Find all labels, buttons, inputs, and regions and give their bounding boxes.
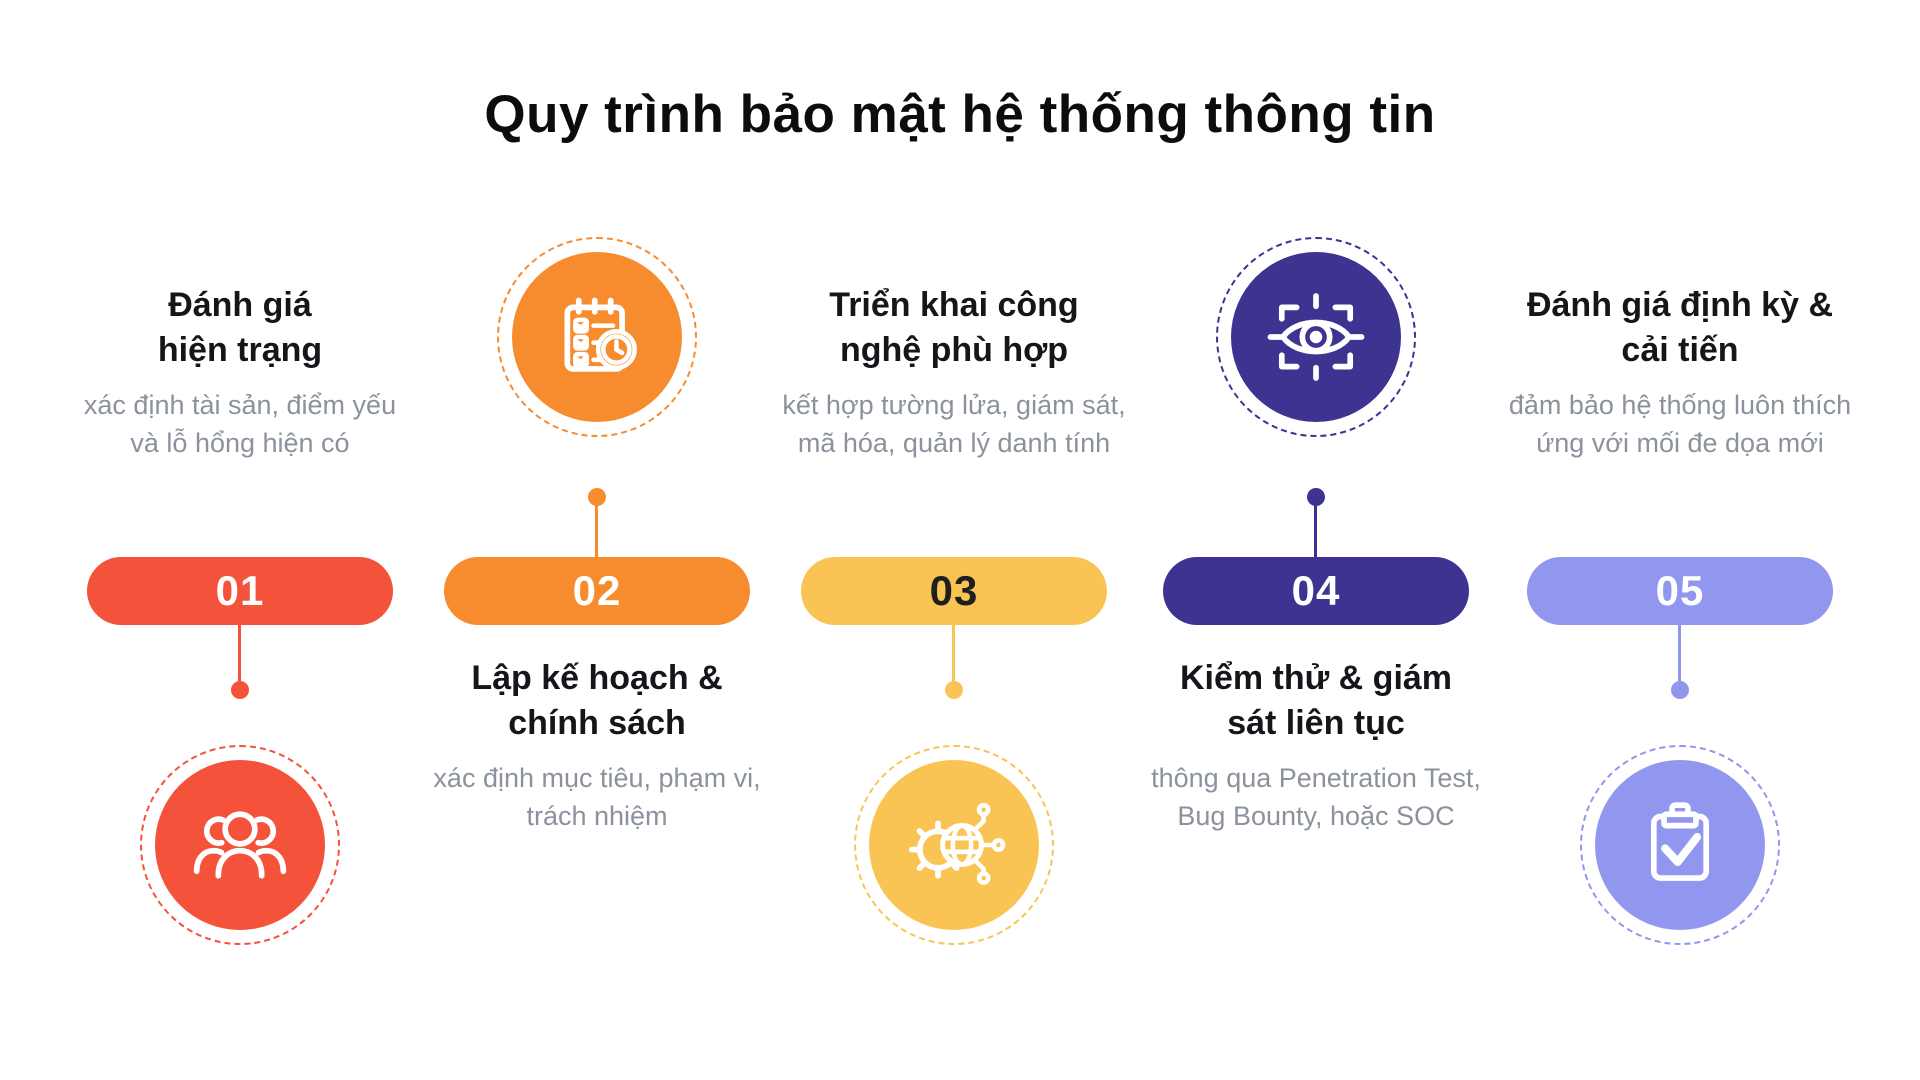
connector-line: [1314, 505, 1317, 557]
step-description: thông qua Penetration Test, Bug Bounty, …: [1151, 762, 1481, 831]
connector-dot: [945, 681, 963, 699]
team-people-icon: [193, 811, 287, 879]
clipboard-check-icon: [1650, 802, 1710, 881]
step-number-pill: 02: [444, 557, 750, 625]
step-heading: Kiểm thử & giám sát liên tục: [1179, 659, 1453, 742]
icon-circle: [512, 252, 682, 422]
icon-dashed-ring: [140, 745, 340, 945]
connector-dot: [1307, 488, 1325, 506]
step-description: kết hợp tường lửa, giám sát, mã hóa, quả…: [782, 389, 1126, 458]
step-text-block: Đánh giá định kỳ & cải tiến đảm bảo hệ t…: [1495, 283, 1865, 462]
page-title: Quy trình bảo mật hệ thống thông tin: [484, 85, 1436, 144]
eye-scan-icon: [1267, 293, 1365, 381]
step-description: xác định mục tiêu, phạm vi, trách nhiệm: [433, 762, 761, 831]
step-description: đảm bảo hệ thống luôn thích ứng với mối …: [1508, 389, 1852, 458]
icon-dashed-ring: [1580, 745, 1780, 945]
step-number: 04: [1291, 567, 1341, 614]
step-text-block: Triển khai công nghệ phù hợp kết hợp tườ…: [769, 283, 1139, 462]
step-text-block: Kiểm thử & giám sát liên tục thông qua P…: [1131, 656, 1501, 835]
icon-circle: [155, 760, 325, 930]
step-4-column: 04 Kiểm thử & giám sát liên tục thông qu…: [1131, 0, 1501, 1080]
connector-dot: [588, 488, 606, 506]
step-heading: Lập kế hoạch & chính sách: [471, 659, 723, 742]
icon-dashed-ring: [1216, 237, 1416, 437]
step-3-column: Triển khai công nghệ phù hợp kết hợp tườ…: [769, 0, 1139, 1080]
checklist-clock-icon: [564, 297, 637, 372]
step-text-block: Đánh giá hiện trạng xác định tài sản, đi…: [55, 283, 425, 462]
icon-dashed-ring: [854, 745, 1054, 945]
icon-dashed-ring: [497, 237, 697, 437]
step-heading: Đánh giá hiện trạng: [157, 286, 323, 369]
step-text-block: Lập kế hoạch & chính sách xác định mục t…: [412, 656, 782, 835]
step-number-pill: 03: [801, 557, 1107, 625]
connector-dot: [1671, 681, 1689, 699]
step-number: 02: [572, 567, 622, 614]
step-2-column: 02 Lập kế hoạch & chính sách xác định mụ…: [412, 0, 782, 1080]
step-1-column: Đánh giá hiện trạng xác định tài sản, đi…: [55, 0, 425, 1080]
step-number-pill: 04: [1163, 557, 1469, 625]
connector-line: [238, 625, 241, 682]
step-number: 03: [929, 567, 979, 614]
step-5-column: Đánh giá định kỳ & cải tiến đảm bảo hệ t…: [1495, 0, 1865, 1080]
step-heading: Triển khai công nghệ phù hợp: [829, 286, 1079, 369]
step-number-pill: 05: [1527, 557, 1833, 625]
connector-line: [952, 625, 955, 682]
step-number: 01: [215, 567, 265, 614]
step-number-pill: 01: [87, 557, 393, 625]
step-number: 05: [1655, 567, 1705, 614]
icon-circle: [869, 760, 1039, 930]
connector-line: [1678, 625, 1681, 682]
connector-dot: [231, 681, 249, 699]
step-description: xác định tài sản, điểm yếu và lỗ hổng hi…: [83, 389, 397, 458]
gear-globe-network-icon: [908, 802, 1006, 885]
step-heading: Đánh giá định kỳ & cải tiến: [1526, 286, 1834, 369]
connector-line: [595, 505, 598, 557]
icon-circle: [1231, 252, 1401, 422]
icon-circle: [1595, 760, 1765, 930]
